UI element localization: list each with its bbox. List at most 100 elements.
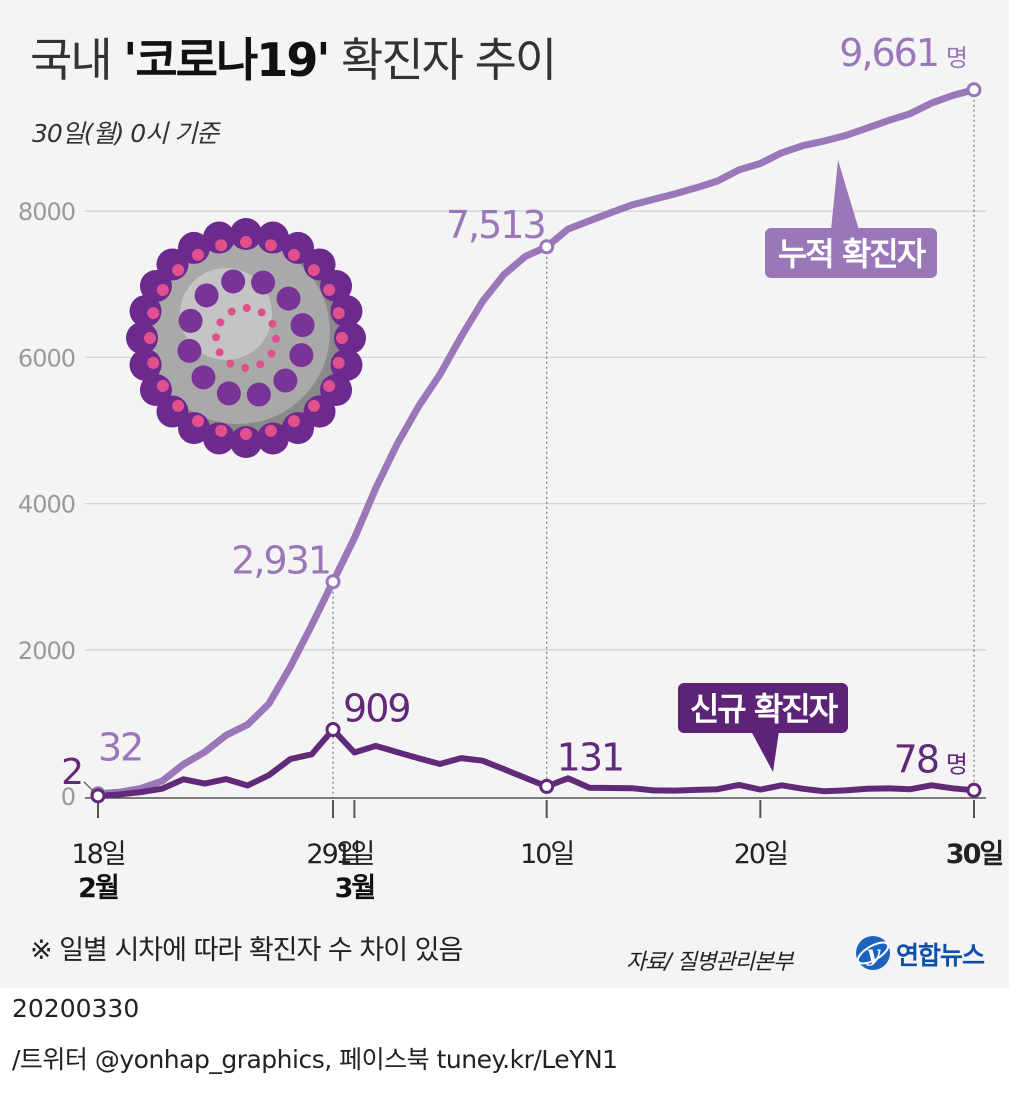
- virus-spike-tip: [192, 415, 204, 428]
- virus-spike-tip: [288, 415, 300, 428]
- virus-spike-tip: [147, 307, 160, 320]
- legend-label: 신규 확진자: [690, 690, 839, 728]
- virus-spike: [126, 322, 158, 354]
- y-tick-label: 0: [61, 783, 75, 811]
- virus-spike-tip: [332, 307, 345, 320]
- footer-date: 20200330: [12, 994, 140, 1023]
- virus-spike: [194, 283, 219, 308]
- data-point-marker: [966, 782, 982, 798]
- virus-spike: [251, 270, 276, 295]
- virus-spike-tip: [256, 360, 265, 369]
- x-month-label: 2월: [78, 873, 118, 904]
- x-month-label: 3월: [335, 873, 375, 904]
- data-label: 2: [61, 752, 82, 793]
- x-tick-label: 20일: [734, 839, 787, 870]
- virus-spike-tip: [264, 239, 277, 252]
- virus-spike: [273, 368, 298, 393]
- virus-spike-tip: [268, 319, 277, 328]
- callout-box: [678, 683, 848, 733]
- virus-spike-tip: [144, 332, 156, 344]
- virus-spike-tip: [307, 399, 320, 412]
- virus-spike-tip: [336, 332, 348, 344]
- data-label: 2,931: [231, 539, 330, 583]
- virus-spike-tip: [332, 356, 345, 369]
- virus-spike-tip: [215, 424, 228, 437]
- virus-spike-tip: [226, 359, 235, 368]
- data-label: 78: [894, 737, 938, 781]
- virus-spike-tip: [216, 318, 225, 327]
- legend-new: 신규 확진자: [678, 683, 848, 772]
- data-label: 9,661: [839, 31, 938, 75]
- footnote: ※ 일별 시차에 따라 확진자 수 차이 있음: [30, 935, 463, 966]
- callout-pointer: [831, 160, 859, 230]
- virus-spike-tip: [227, 307, 236, 316]
- yonhap-logo: y 연합뉴스: [854, 933, 985, 973]
- virus-spike: [178, 308, 203, 333]
- y-tick-label: 4000: [18, 491, 75, 519]
- virus-spike: [289, 343, 314, 368]
- virus-spike: [246, 382, 271, 407]
- x-tick-label: 29일: [306, 839, 359, 870]
- virus-spike: [191, 365, 216, 390]
- data-label-unit: 명: [946, 44, 968, 72]
- data-point-marker: [539, 239, 555, 255]
- virus-spike-tip: [264, 424, 277, 437]
- virus-spike-tip: [215, 239, 228, 252]
- virus-spike-tip: [241, 363, 250, 372]
- data-point-marker: [325, 722, 341, 738]
- yonhap-globe-icon: y: [856, 936, 890, 970]
- virus-spike: [216, 381, 241, 406]
- virus-spike: [334, 322, 366, 354]
- footer-social-links: /트위터 @yonhap_graphics, 페이스북 tuney.kr/LeY…: [12, 1045, 618, 1074]
- y-tick-label: 2000: [18, 637, 75, 665]
- virus-spike-tip: [257, 308, 266, 317]
- virus-spike-tip: [215, 348, 224, 357]
- x-tick-label: 1일: [335, 839, 373, 870]
- virus-spike-tip: [240, 236, 252, 248]
- virus-spike-tip: [172, 399, 185, 412]
- x-tick-label: 18일: [71, 839, 124, 870]
- callout-box: [765, 228, 937, 278]
- series-line-new: [95, 726, 977, 799]
- callout-pointer: [751, 731, 779, 772]
- subtitle: 30일(월) 0시 기준: [32, 119, 219, 148]
- virus-spike: [221, 269, 246, 294]
- data-label: 7,513: [446, 203, 545, 247]
- x-tick-label: 10일: [520, 839, 573, 870]
- virus-spike-tip: [267, 349, 276, 358]
- data-point-marker: [325, 574, 341, 590]
- data-point-marker: [966, 82, 982, 98]
- virus-spike-tip: [172, 264, 185, 277]
- infographic-panel: [0, 0, 1009, 988]
- virus-spike-tip: [156, 284, 169, 296]
- virus-spike-tip: [212, 333, 221, 342]
- page-title: 국내 '코로나19' 확진자 추이: [30, 33, 557, 87]
- virus-spike-tip: [307, 264, 320, 277]
- virus-spike: [230, 218, 262, 250]
- x-tick-label: 30일: [946, 839, 1003, 870]
- data-point-marker: [539, 778, 555, 794]
- legend-cumulative: 누적 확진자: [765, 160, 937, 278]
- brand-name: 연합뉴스: [896, 941, 985, 970]
- legend-label: 누적 확진자: [778, 235, 927, 273]
- virus-spike-tip: [242, 304, 251, 313]
- y-tick-label: 6000: [18, 344, 75, 372]
- virus-spike-tip: [323, 284, 336, 296]
- virus-spike: [230, 426, 262, 458]
- data-label-unit: 명: [946, 750, 968, 778]
- virus-spike: [290, 313, 315, 338]
- virus-spike: [276, 286, 301, 311]
- virus-spike-tip: [240, 428, 252, 440]
- coronavirus-illustration: [126, 218, 366, 458]
- data-label: 131: [557, 735, 624, 779]
- series-line-cumulative: [94, 86, 978, 798]
- virus-spike: [177, 338, 202, 363]
- virus-spike-tip: [288, 248, 300, 261]
- virus-spike-tip: [156, 380, 169, 392]
- svg-text:y: y: [866, 941, 882, 967]
- virus-spike-tip: [147, 356, 160, 369]
- virus-spike-tip: [271, 334, 280, 343]
- label-leader: [83, 781, 96, 794]
- data-label: 909: [343, 687, 410, 731]
